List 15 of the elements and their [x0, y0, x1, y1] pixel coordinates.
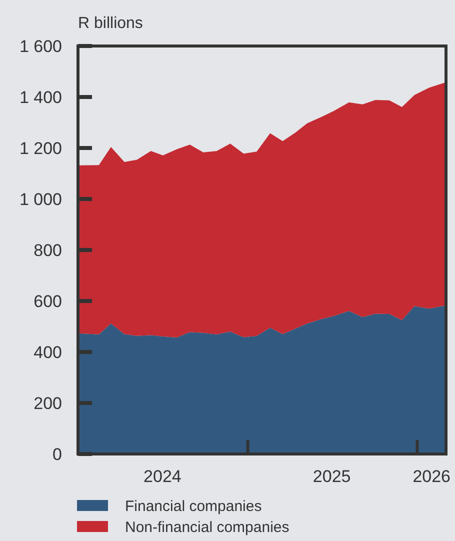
y-tick-label: 600: [34, 292, 62, 311]
legend-label: Non-financial companies: [125, 518, 290, 536]
y-tick-label: 1 400: [19, 88, 62, 107]
y-axis-title: R billions: [78, 15, 143, 32]
y-tick-label: 1 600: [19, 36, 62, 56]
y-tick-label: 200: [34, 394, 62, 413]
legend-label: Financial companies: [125, 498, 262, 515]
y-tick-label: 400: [34, 342, 62, 362]
y-tick-label: 1 000: [19, 190, 62, 209]
x-tick-label: 2024: [144, 467, 182, 486]
x-tick-label: 2026: [412, 467, 451, 486]
x-tick-label: 2025: [312, 467, 351, 486]
y-tick-label: 1 200: [19, 138, 62, 158]
y-tick-label: 0: [52, 444, 62, 464]
y-tick-label: 800: [34, 240, 62, 260]
